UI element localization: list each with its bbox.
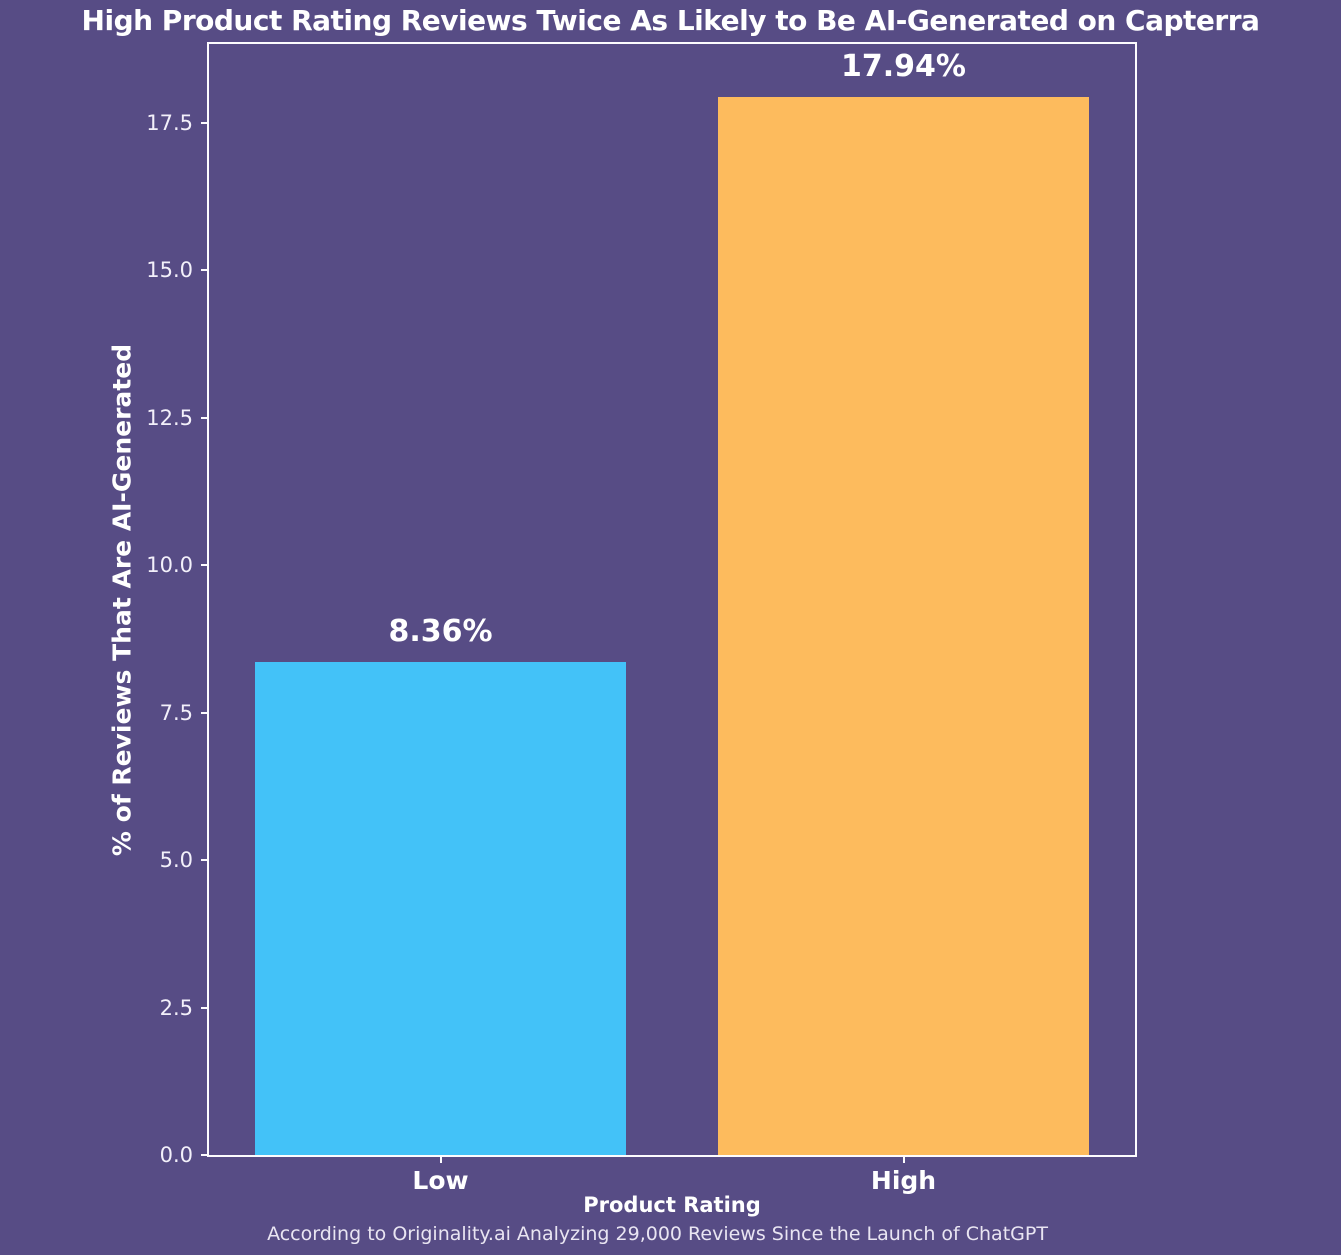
y-tick-label: 7.5 xyxy=(159,700,193,725)
y-tick-label: 10.0 xyxy=(146,553,193,578)
y-tick-mark xyxy=(201,711,209,714)
y-tick-mark xyxy=(201,859,209,862)
x-tick-label-high: High xyxy=(870,1166,937,1195)
x-tick-label-low: Low xyxy=(412,1166,469,1195)
x-tick-mark xyxy=(902,1155,905,1163)
y-tick-mark xyxy=(201,1154,209,1156)
y-tick-label: 5.0 xyxy=(159,848,193,873)
bar-high xyxy=(718,97,1089,1155)
y-tick-label: 15.0 xyxy=(146,258,193,283)
y-tick-mark xyxy=(201,564,209,567)
x-axis-label: Product Rating xyxy=(583,1193,761,1217)
chart-caption: According to Originality.ai Analyzing 29… xyxy=(267,1223,1048,1245)
x-tick-mark xyxy=(439,1155,442,1163)
y-tick-label: 12.5 xyxy=(146,405,193,430)
bar-value-label-low: 8.36% xyxy=(388,614,493,650)
bar-value-label-high: 17.94% xyxy=(841,49,966,85)
y-tick-mark xyxy=(201,122,209,125)
chart-title: High Product Rating Reviews Twice As Lik… xyxy=(81,4,1260,37)
plot-area: 0.0 2.5 5.0 7.5 10.0 12.5 15.0 17.5 8.36% Low 17.9… xyxy=(146,42,1137,1195)
y-axis-label: % of Reviews That Are AI-Generated xyxy=(107,343,137,857)
y-tick-label: 0.0 xyxy=(159,1143,193,1167)
y-tick-mark xyxy=(201,269,209,272)
y-tick-label: 17.5 xyxy=(146,111,193,136)
y-tick-label: 2.5 xyxy=(159,995,193,1020)
bar-low xyxy=(255,662,626,1155)
y-tick-mark xyxy=(201,416,209,419)
y-tick-mark xyxy=(201,1006,209,1009)
